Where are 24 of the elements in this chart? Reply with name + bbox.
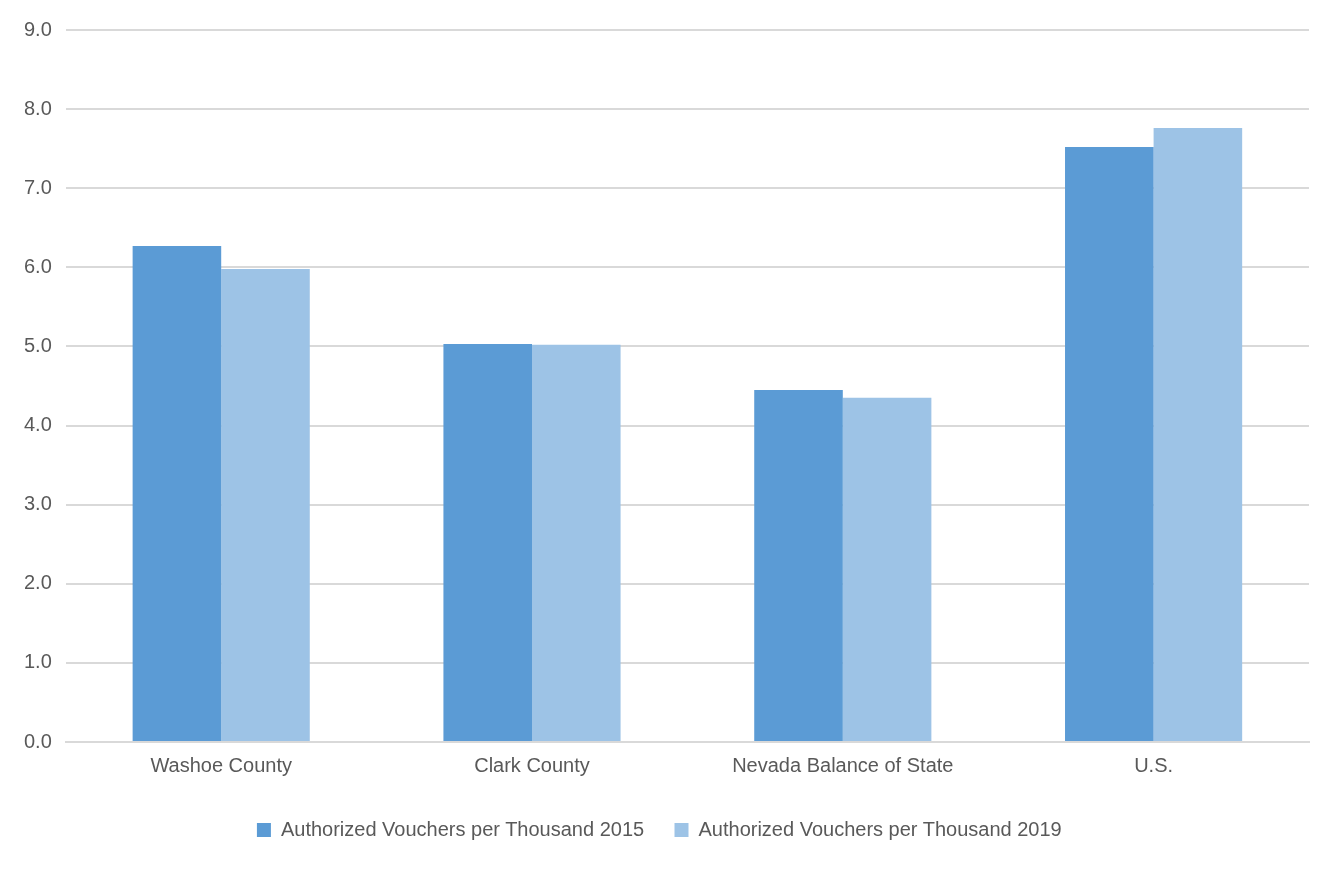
bar bbox=[1153, 128, 1243, 741]
y-tick-label: 3.0 bbox=[23, 492, 52, 515]
bar bbox=[1065, 147, 1154, 741]
y-tick-label: 7.0 bbox=[23, 175, 52, 198]
legend-label: Authorized Vouchers per Thousand 2015 bbox=[280, 817, 645, 840]
y-tick-label: 0.0 bbox=[23, 729, 52, 752]
bar bbox=[132, 245, 222, 741]
y-tick-label: 9.0 bbox=[23, 17, 52, 40]
bar bbox=[221, 268, 310, 741]
y-tick-label: 2.0 bbox=[23, 571, 52, 594]
x-tick-label: Washoe County bbox=[150, 753, 292, 776]
bar bbox=[842, 397, 932, 741]
x-tick-label: U.S. bbox=[1134, 753, 1174, 776]
y-tick-label: 1.0 bbox=[23, 650, 52, 673]
x-tick-label: Nevada Balance of State bbox=[732, 753, 954, 776]
x-tick-label: Clark County bbox=[474, 753, 590, 776]
y-tick-label: 6.0 bbox=[23, 254, 52, 277]
bar bbox=[754, 389, 843, 741]
bar bbox=[532, 344, 621, 741]
bar bbox=[443, 344, 532, 741]
legend-label: Authorized Vouchers per Thousand 2019 bbox=[698, 817, 1062, 840]
y-tick-label: 5.0 bbox=[23, 333, 52, 356]
y-tick-label: 8.0 bbox=[23, 96, 52, 119]
y-tick-label: 4.0 bbox=[23, 413, 52, 436]
